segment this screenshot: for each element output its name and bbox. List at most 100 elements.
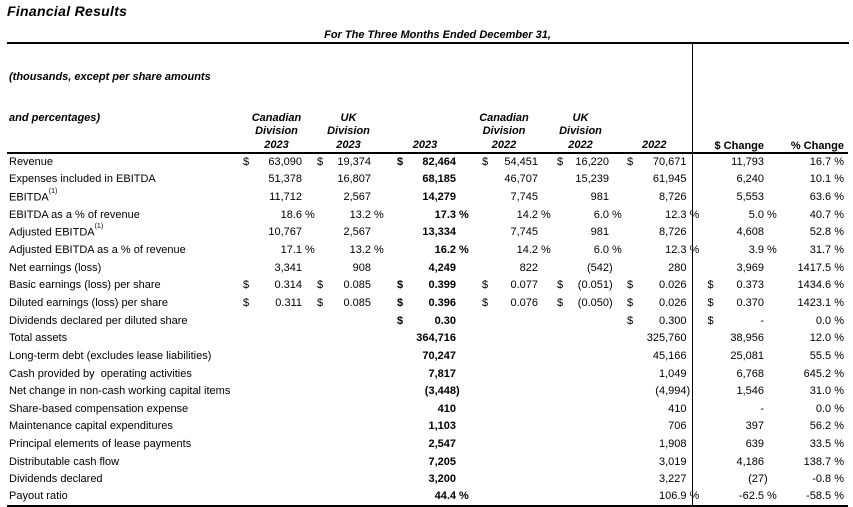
percent-change-cell: 31.7 % [809,244,844,257]
cell-value: 0.396 [428,296,456,309]
value-cell: 8,726 [617,224,692,242]
value-cell: 7,745 [464,224,544,242]
value-cell [464,347,544,365]
cell-value: 0.30 [434,314,456,327]
cell-value: 2,547 [428,438,456,451]
value-cell [242,400,311,418]
row-label: Total assets [9,332,68,345]
cell-value: 2,567 [343,191,371,204]
cell-value: 6.0 % [593,208,622,221]
value-cell [242,365,311,383]
currency-symbol: $ [397,296,404,309]
value-cell [544,329,617,347]
currency-symbol: $ [243,156,250,169]
value-cell: $0.076 [464,294,544,312]
value-cell [464,471,544,489]
cell-value: 0.311 [275,296,302,309]
cell-value: 70,671 [652,156,687,169]
table-row: Payout ratio 44.4 % 106.9 % -62.5 % -58.5 % [7,488,848,506]
value-cell: $ (0.051) [544,276,617,294]
value-cell: 13.2 % [311,206,386,224]
value-cell [311,312,386,330]
value-cell [544,312,617,330]
table-row: Dividends declared 3,200 3,227 (27) -0.8 % [7,470,848,489]
cell-value: 7,745 [510,226,538,239]
value-cell: 4,249 [386,259,464,277]
currency-symbol: $ [243,279,250,292]
cell-value: 410 [437,402,456,415]
cell-value: - [760,314,764,327]
value-cell: 16.2 % [386,241,469,259]
row-label-header-line1: (thousands, except per share amounts [9,71,211,83]
value-cell: $0.077 [464,276,544,294]
value-cell: 2,567 [311,188,386,206]
value-cell: $54,451 [464,153,544,171]
percent-change-cell: 55.5 % [809,349,844,362]
dollar-change-cell: 5,553 [691,188,769,206]
cell-value: (0.050) [577,296,613,309]
value-cell [544,471,617,489]
cell-value: 1,049 [658,367,687,380]
percent-change-cell: 0.0 % [815,314,844,327]
row-label: EBITDA as a % of revenue [9,208,140,221]
value-cell: 1,049 [617,365,692,383]
cell-value: 7,205 [428,455,456,468]
cell-value: 14.2 % [516,208,551,221]
row-label: Net earnings (loss) [9,261,102,274]
dollar-change-cell: 3.9 % [691,241,777,259]
value-cell: $19,374 [311,153,386,171]
value-cell [311,347,386,365]
value-cell [242,329,311,347]
cell-value: 364,716 [416,332,456,345]
value-cell: 6.0 % [544,206,622,224]
cell-value: 68,185 [422,173,456,186]
cell-value: 5.0 % [748,208,777,221]
financial-results-table: For The Three Months Ended December 31, … [7,29,849,507]
percent-change-cell: 0.0 % [815,402,844,415]
value-cell: $0.026 [617,294,692,312]
cell-value: -62.5 % [738,490,777,503]
col-header-uk-division-2023: UK Division 2023 [311,44,386,154]
value-cell: 7,817 [386,365,464,383]
cell-value: 38,956 [730,332,764,345]
currency-symbol: $ [627,314,634,327]
value-cell [544,400,617,418]
value-cell: 410 [617,400,692,418]
cell-value: 8,726 [658,226,687,239]
cell-value: 0.026 [658,279,687,292]
cell-value: 7,817 [428,367,456,380]
value-cell: 8,726 [617,188,692,206]
currency-symbol: $ [557,156,564,169]
value-cell: 12.3 % [617,241,700,259]
value-cell: 15,239 [544,171,617,189]
value-cell [311,365,386,383]
table-row: Expenses included in EBITDA 51,378 16,807 6… [7,170,848,189]
cell-value: 82,464 [422,156,456,169]
currency-symbol: $ [627,296,634,309]
dollar-change-cell: (27) [691,470,769,489]
dollar-change-cell: 5.0 % [691,205,777,224]
value-cell [464,400,544,418]
percent-change-cell: 10.1 % [809,173,844,186]
value-cell: $ (0.050) [544,294,617,312]
percent-change-cell: 56.2 % [809,420,844,433]
value-cell [464,418,544,436]
dollar-change-cell: 6,240 [691,170,769,189]
cell-value: 6,240 [736,173,764,186]
cell-value: 12.3 % [665,244,700,257]
value-cell [311,435,386,453]
page-title: Financial Results [7,3,128,19]
col-header-canadian-division-2023: Canadian Division 2023 [242,44,311,154]
cell-value: 0.314 [274,279,302,292]
row-label: Revenue [9,156,54,169]
cell-value: (4,994) [655,385,691,398]
value-cell: 14.2 % [464,241,551,259]
percent-change-cell: -0.8 % [812,473,844,486]
currency-symbol: $ [627,156,634,169]
cell-value: 3,227 [658,473,687,486]
table-row: Cash provided by operating activities 7,8… [7,364,848,383]
table-row: Maintenance capital expenditures 1,103 706… [7,417,848,436]
value-cell: 7,205 [386,453,464,471]
value-cell: 3,019 [617,453,692,471]
col-header-dollar-change: $ Change [691,44,769,154]
